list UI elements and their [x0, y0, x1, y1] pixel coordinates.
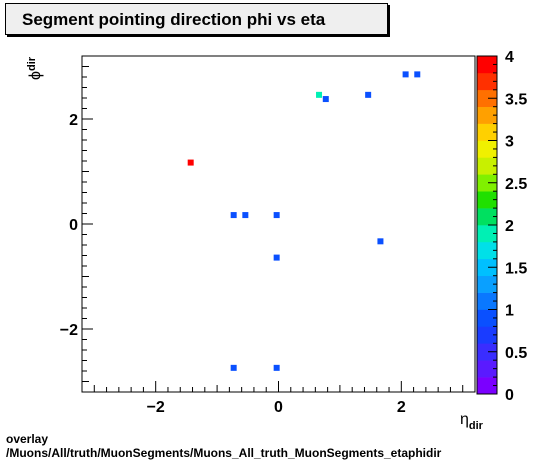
colorbar-segment [477, 292, 497, 310]
y-axis-label: ϕdir [26, 56, 44, 80]
colorbar-segment [477, 208, 497, 226]
data-cell [377, 238, 384, 245]
y-tick-label: 0 [69, 217, 78, 234]
x-tick-label: 2 [397, 399, 406, 416]
colorbar-segment [477, 191, 497, 209]
data-cell [322, 96, 329, 103]
colorbar-segment [477, 123, 497, 141]
data-cell [316, 91, 323, 98]
x-axis-label: ηdir [460, 411, 484, 432]
x-tick-label: 0 [274, 399, 283, 416]
data-cell [414, 71, 421, 78]
colorbar-tick-label: 1 [505, 303, 514, 320]
colorbar-tick-label: 0 [505, 387, 514, 404]
colorbar-segment [477, 377, 497, 395]
colorbar-tick-label: 1.5 [505, 260, 527, 277]
chart-title: Segment pointing direction phi vs eta [22, 10, 326, 29]
colorbar-segment [477, 275, 497, 293]
colorbar-segment [477, 72, 497, 91]
colorbar-segment [477, 174, 497, 192]
colorbar-segment [477, 309, 497, 327]
colorbar-segment [477, 343, 497, 361]
y-tick-label: 2 [69, 112, 78, 129]
data-cell [273, 364, 280, 371]
data-cell [230, 212, 237, 219]
colorbar-tick-label: 0.5 [505, 345, 527, 362]
colorbar-segment [477, 241, 497, 260]
colorbar-segment [477, 360, 497, 378]
colorbar-tick-label: 3.5 [505, 91, 527, 108]
data-cell [273, 212, 280, 219]
data-cell [365, 91, 372, 98]
data-cell [273, 254, 280, 261]
title-box: Segment pointing direction phi vs eta [5, 3, 388, 35]
footer-line-2: /Muons/All/truth/MuonSegments/Muons_All_… [6, 446, 442, 460]
colorbar-segment [477, 225, 497, 243]
x-tick-label: −2 [147, 399, 165, 416]
plot-frame [81, 55, 476, 393]
data-cell [402, 71, 409, 78]
colorbar-tick-label: 2 [505, 218, 514, 235]
data-cell [187, 159, 194, 166]
colorbar-segment [477, 89, 497, 107]
colorbar-tick-label: 4 [505, 49, 514, 66]
footer-line-1: overlay [6, 432, 49, 446]
colorbar-segment [477, 140, 497, 158]
data-cell [230, 364, 237, 371]
colorbar-segment [477, 56, 497, 74]
colorbar-segment [477, 106, 497, 124]
colorbar-tick-label: 2.5 [505, 176, 527, 193]
y-tick-label: −2 [60, 322, 78, 339]
colorbar-segment [477, 258, 497, 276]
colorbar-segment [477, 326, 497, 344]
data-cell [242, 212, 249, 219]
colorbar-segment [477, 157, 497, 175]
colorbar-tick-label: 3 [505, 134, 514, 151]
